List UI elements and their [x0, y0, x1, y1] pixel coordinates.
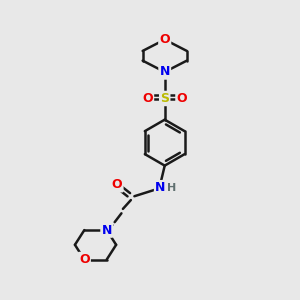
Text: O: O	[142, 92, 153, 105]
Text: N: N	[101, 224, 112, 237]
Text: N: N	[155, 181, 166, 194]
Text: O: O	[159, 33, 170, 46]
Text: N: N	[160, 65, 170, 79]
Text: S: S	[160, 92, 169, 105]
Text: O: O	[79, 253, 90, 266]
Text: O: O	[176, 92, 187, 105]
Text: H: H	[167, 183, 176, 193]
Text: O: O	[112, 178, 122, 191]
